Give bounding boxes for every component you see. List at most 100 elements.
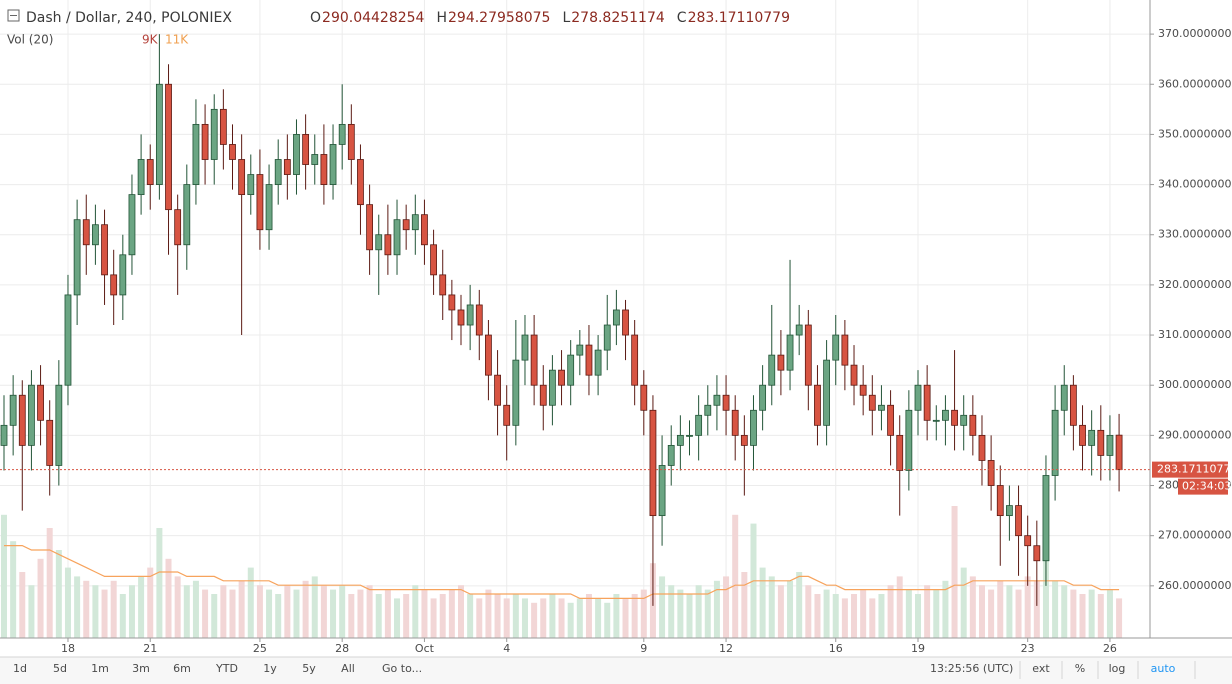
candle-body [1042,475,1050,562]
candle-body [951,409,958,426]
y-tick-label: 300.00000000 [1158,378,1232,391]
volume-bar [375,594,382,638]
candle-body [932,419,940,422]
candle-body [1033,545,1041,562]
range-button[interactable]: 3m [132,662,150,675]
range-button[interactable]: 5d [53,662,67,675]
volume-bar [229,589,236,638]
candle-body [155,83,163,185]
volume-bar [211,594,218,638]
candle-body [393,219,401,256]
volume-bar [613,594,620,638]
volume-bar [412,585,419,638]
candle-body [55,384,63,466]
volume-bar [951,506,958,638]
volume-bar [631,594,638,638]
range-button[interactable]: 5y [302,662,316,675]
volume-bar [394,598,401,638]
volume-bar [64,567,71,638]
volume-bar [302,580,309,638]
volume-bar [933,589,940,638]
candle-body [229,144,236,160]
candle-body [1115,434,1123,471]
option-button[interactable]: % [1075,662,1085,675]
candle-body [640,384,648,411]
volume-bar [110,580,117,638]
volume-bar [147,567,154,638]
volume-bar [1052,580,1059,638]
candle-body [201,123,209,160]
countdown-label: 02:34:03 [1182,480,1231,493]
time-label: 13:25:56 (UTC) [930,662,1013,675]
candle-body [421,214,428,246]
volume-bar [823,589,830,638]
volume-bar [1070,589,1077,638]
volume-bar [997,580,1004,638]
x-tick-label: 16 [829,642,843,655]
volume-bar [28,585,35,638]
y-tick-label: 360.00000000 [1158,77,1232,90]
candle-body [905,409,913,471]
candle-body [256,174,264,231]
candle-body [411,214,419,231]
candle-body [914,384,922,411]
range-button[interactable]: 1m [91,662,109,675]
candle-body [219,108,227,145]
x-tick-label: 12 [719,642,733,655]
volume-bar [860,589,867,638]
candle-body [768,354,776,386]
ohlc-value: 290.04428254 [322,10,425,26]
price-axis-bg [1150,0,1232,638]
volume-bar [759,567,766,638]
volume-bar [851,594,858,638]
range-button[interactable]: 1d [13,662,27,675]
goto-button[interactable]: Go to... [382,662,422,675]
candle-body [28,384,35,446]
volume-bar [924,585,931,638]
option-button[interactable]: log [1109,662,1126,675]
candle-body [274,159,282,185]
candle-body [265,184,273,231]
volume-bar [521,598,528,638]
volume-bar [238,580,245,638]
ohlc-value: 278.8251174 [571,10,665,26]
collapse-icon[interactable] [7,9,20,22]
candle-body [146,159,154,185]
candle-body [1097,429,1105,456]
volume-bar [686,594,693,638]
candle-body [969,414,977,436]
candle-body [868,394,876,411]
volume-legend-value: 9K [142,33,159,47]
range-button[interactable]: YTD [215,662,238,675]
range-button[interactable]: All [341,662,355,675]
candle-body [46,419,54,466]
volume-bar [576,598,583,638]
volume-bar [1033,580,1040,638]
y-tick-label: 290.00000000 [1158,428,1232,441]
option-button[interactable]: ext [1032,662,1050,675]
range-button[interactable]: 6m [173,662,191,675]
y-tick-label: 260.00000000 [1158,579,1232,592]
volume-bar [988,589,995,638]
candle-body [841,334,849,366]
volume-bar [814,594,821,638]
x-tick-label: 25 [253,642,267,655]
candle-body [731,409,739,436]
option-button[interactable]: auto [1151,662,1176,675]
volume-bar [704,589,711,638]
volume-bar [46,528,53,638]
candle-body [887,404,894,436]
candle-body [293,134,300,175]
candle-body [676,434,684,446]
volume-bar [1006,585,1013,638]
last-price-tag-wide [1152,461,1228,478]
volume-bar [677,589,684,638]
range-button[interactable]: 1y [263,662,277,675]
candle-body [512,359,520,426]
x-tick-label: 26 [1103,642,1117,655]
y-tick-label: 320.00000000 [1158,278,1232,291]
candle-body [631,334,639,386]
candle-body [539,384,547,406]
volume-bar [549,594,556,638]
volume-bar [1,514,7,638]
